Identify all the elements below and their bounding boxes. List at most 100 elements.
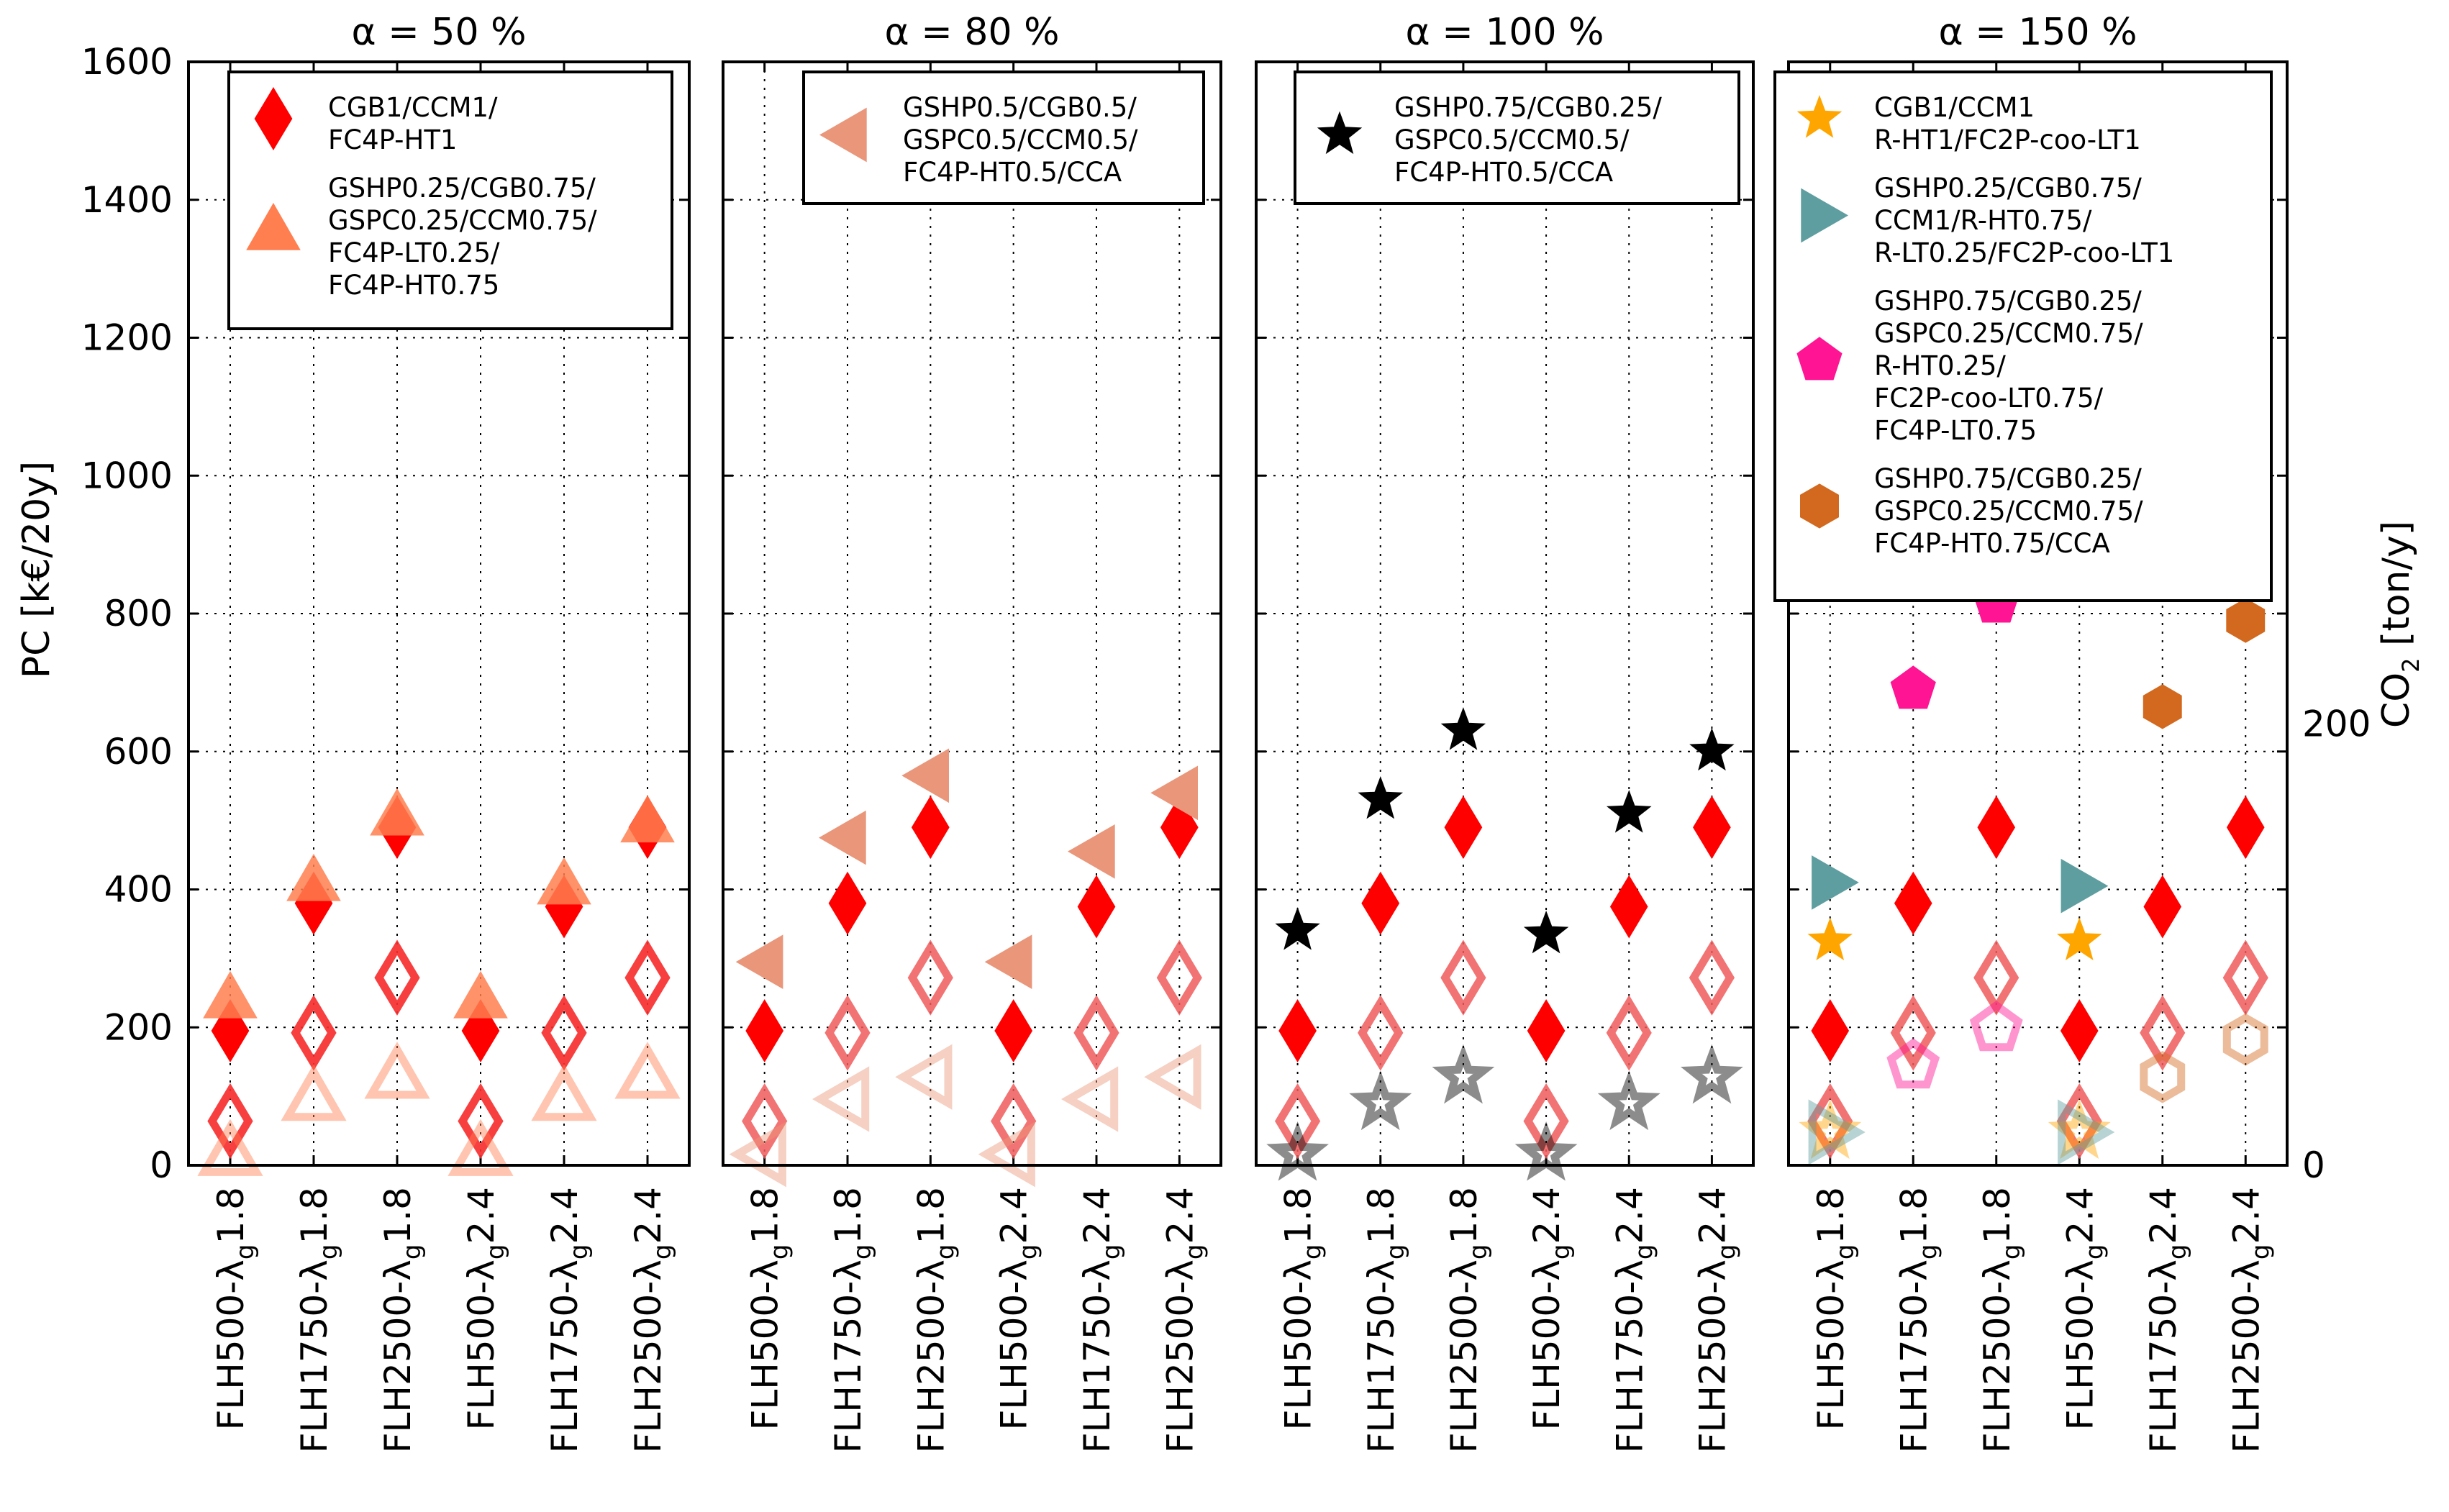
legend-label: FC4P-HT0.75/CCA — [1874, 528, 2110, 559]
co2-reference-point — [458, 1083, 504, 1160]
y2-tick-label: 200 — [2302, 703, 2371, 744]
y-tick-label: 1200 — [81, 317, 173, 359]
category-label-main: FLH2500-λ — [1159, 1260, 1201, 1453]
category-label-sub: g — [1381, 1244, 1410, 1260]
legend-box — [1773, 70, 2273, 602]
legend-marker — [254, 87, 293, 150]
panel-frame — [722, 60, 1222, 1167]
panel-frame — [1787, 60, 2289, 1167]
category-label-sub: g — [1464, 1244, 1493, 1260]
pc-point — [1275, 907, 1320, 950]
co2-reference-point — [1890, 995, 1936, 1071]
category-label-tail: 1.8 — [1278, 1187, 1319, 1244]
category-label-sub: g — [2246, 1244, 2275, 1260]
category-label-tail: 1.8 — [210, 1187, 252, 1244]
legend-marker — [1801, 188, 1849, 243]
co2-point — [541, 995, 587, 1071]
legend-box — [1294, 70, 1740, 205]
category-label-sub: g — [648, 1244, 677, 1260]
y-tick-label: 1000 — [81, 455, 173, 496]
category-label-tail: 2.4 — [1526, 1187, 1568, 1244]
co2-point — [197, 1119, 263, 1176]
category-label-sub: g — [481, 1244, 510, 1260]
pc-reference-point — [2060, 999, 2099, 1062]
co2-point — [978, 1121, 1035, 1188]
category-label-main: FLH500-λ — [2059, 1260, 2101, 1430]
pc-point — [2226, 598, 2266, 643]
category-label-sub: g — [1547, 1244, 1576, 1260]
pc-reference-point — [2143, 875, 2182, 939]
panel-title: α = 50 % — [351, 11, 526, 54]
co2-point — [364, 1042, 430, 1099]
legend-label: FC2P-coo-LT0.75/ — [1874, 383, 2104, 414]
category-label-tail: 1.8 — [294, 1187, 335, 1244]
co2-point — [291, 995, 337, 1071]
category-label-main: FLH500-λ — [460, 1260, 502, 1430]
co2-point — [2048, 1099, 2111, 1160]
y-tick-label: 800 — [104, 593, 173, 634]
co2-point — [812, 1066, 870, 1132]
category-label-main: FLH1750-λ — [1893, 1260, 1935, 1453]
legend-marker — [1796, 337, 1843, 381]
co2-reference-point — [1073, 995, 1119, 1071]
panels: 0 200 400 600 800 1000 1200 1400 1600 0 200 α = 50 … — [81, 11, 2371, 1453]
category-label: FLH500-λg1.8 — [1278, 1187, 1327, 1430]
co2-reference-point — [1689, 939, 1735, 1016]
panel-4: α = 150 %FLH500-λg1.8FLH1750-λg1.8FLH250… — [1773, 11, 2289, 1453]
co2-point — [531, 1063, 597, 1121]
category-label-tail: 2.4 — [2143, 1187, 2184, 1244]
category-label-sub: g — [314, 1244, 343, 1260]
co2-reference-point — [624, 939, 671, 1016]
y-tick-label: 1600 — [81, 41, 173, 83]
legend-box — [227, 70, 673, 330]
pc-point — [984, 934, 1032, 990]
pc-point — [735, 934, 783, 990]
co2-reference-point — [2140, 995, 2186, 1071]
category-label: FLH500-λg1.8 — [1810, 1187, 1860, 1430]
pc-point — [286, 853, 341, 901]
co2-point — [1060, 1066, 1119, 1132]
legend-label: GSHP0.25/CGB0.75/ — [328, 173, 596, 204]
category-label: FLH1750-λg2.4 — [544, 1187, 594, 1453]
panel-title: α = 150 % — [1938, 11, 2137, 54]
category-label: FLH2500-λg1.8 — [910, 1187, 960, 1453]
legend-label: CGB1/CCM1/ — [328, 92, 498, 123]
pc-point — [620, 795, 675, 843]
co2-reference-point — [907, 939, 953, 1016]
pc-reference-point — [1527, 999, 1566, 1062]
legend-label: GSPC0.5/CCM0.5/ — [903, 124, 1138, 155]
legend-label: GSPC0.5/CCM0.5/ — [1394, 124, 1630, 155]
panel-frame — [187, 60, 691, 1167]
legend-label: R-LT0.25/FC2P-coo-LT1 — [1874, 237, 2174, 268]
category-label-tail: 1.8 — [1810, 1187, 1852, 1244]
category-label: FLH2500-λg1.8 — [1443, 1187, 1493, 1453]
category-label-main: FLH1750-λ — [1076, 1260, 1118, 1453]
category-label-main: FLH2500-λ — [1443, 1260, 1485, 1453]
category-label: FLH500-λg2.4 — [994, 1187, 1043, 1430]
co2-point — [1144, 1044, 1201, 1110]
y-tick-label: 0 — [150, 1144, 173, 1186]
category-label: FLH1750-λg1.8 — [1360, 1187, 1410, 1453]
category-label-main: FLH1750-λ — [1609, 1260, 1650, 1453]
pc-reference-point — [1444, 796, 1483, 860]
co2-reference-point — [991, 1083, 1037, 1160]
co2-reference-point — [207, 1083, 253, 1160]
category-label-sub: g — [1097, 1244, 1126, 1260]
co2-reference-point — [1606, 995, 1652, 1071]
pc-point — [1606, 790, 1652, 833]
category-label: FLH2500-λg2.4 — [1159, 1187, 1209, 1453]
category-label-tail: 1.8 — [910, 1187, 952, 1244]
category-label: FLH1750-λg2.4 — [1076, 1187, 1126, 1453]
y2-axis-label: CO2 [ton/y] — [2375, 521, 2425, 728]
co2-point — [1266, 1121, 1329, 1181]
pc-point — [203, 970, 258, 1019]
category-label-tail: 1.8 — [1893, 1187, 1935, 1244]
category-label-tail: 2.4 — [544, 1187, 586, 1244]
category-label: FLH2500-λg2.4 — [2225, 1187, 2275, 1453]
category-label-tail: 2.4 — [994, 1187, 1035, 1244]
legend-label: FC4P-HT0.75 — [328, 270, 499, 301]
co2-point — [281, 1063, 347, 1121]
pc-point — [1812, 855, 1859, 910]
category-label-sub: g — [2163, 1244, 2192, 1260]
